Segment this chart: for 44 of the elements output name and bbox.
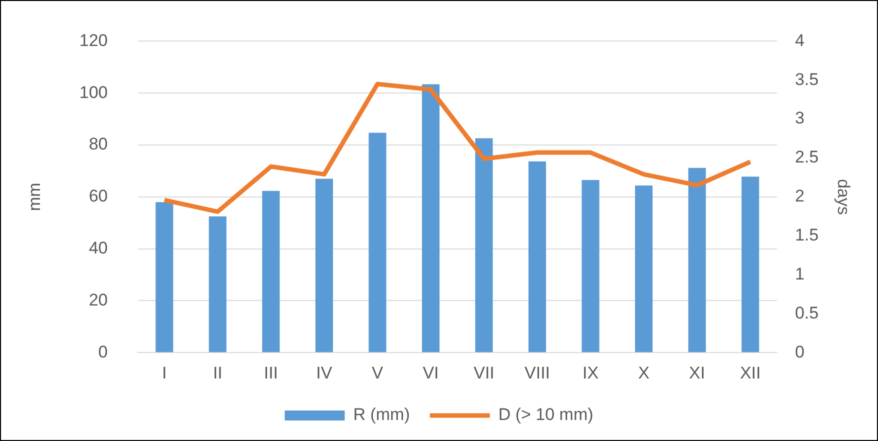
- y2-tick-label: 2: [794, 186, 804, 206]
- bar: [742, 176, 760, 352]
- x-tick-label: XI: [689, 363, 706, 382]
- x-tick-label: X: [638, 363, 650, 382]
- x-tick-label: VII: [474, 363, 494, 382]
- y2-tick-label: 1.5: [794, 226, 819, 245]
- bar: [368, 132, 386, 352]
- bar: [528, 161, 546, 352]
- bar: [475, 138, 493, 352]
- y-tick-label: 80: [88, 134, 108, 154]
- x-tick-label: V: [372, 363, 384, 382]
- y2-tick-label: 2.5: [794, 148, 819, 167]
- x-tick-label: XII: [740, 363, 761, 382]
- y-tick-label: 120: [79, 30, 108, 50]
- x-tick-label: VIII: [524, 363, 550, 382]
- bar: [688, 168, 706, 352]
- y-tick-label: 0: [98, 342, 108, 362]
- bar: [208, 216, 226, 352]
- y-tick-label: 20: [88, 290, 108, 310]
- bar: [156, 202, 174, 352]
- x-tick-label: IV: [316, 363, 333, 382]
- y-tick-label: 100: [79, 82, 108, 102]
- bar: [262, 190, 280, 352]
- x-tick-label: VI: [422, 363, 439, 382]
- y-axis-title: mm: [24, 182, 44, 212]
- y2-axis-title: days: [834, 178, 854, 215]
- bar: [582, 180, 600, 352]
- legend-label: R (mm): [353, 405, 410, 424]
- y2-tick-label: 3: [794, 108, 804, 128]
- y2-tick-label: 4: [794, 30, 804, 50]
- bar: [422, 84, 440, 352]
- y-tick-label: 40: [88, 238, 108, 258]
- legend-label: D (> 10 mm): [498, 405, 594, 424]
- y2-tick-label: 0.5: [794, 303, 819, 322]
- y2-tick-label: 3.5: [794, 70, 819, 89]
- y2-tick-label: 0: [794, 342, 804, 362]
- y-tick-label: 60: [88, 186, 108, 206]
- x-tick-label: II: [212, 363, 222, 382]
- x-tick-label: III: [264, 363, 278, 382]
- x-tick-label: IX: [582, 363, 599, 382]
- bar: [315, 178, 333, 352]
- y2-tick-label: 1: [794, 264, 804, 284]
- bar: [635, 185, 653, 352]
- x-tick-label: I: [162, 363, 167, 382]
